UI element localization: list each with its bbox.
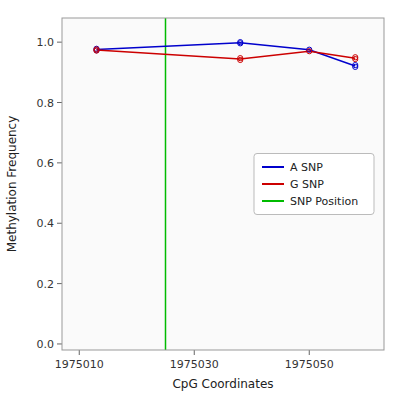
x-tick-label: 1975030 <box>170 358 219 371</box>
x-tick-label: 1975010 <box>55 358 104 371</box>
y-tick <box>57 162 62 163</box>
legend-swatch <box>262 200 284 202</box>
y-tick-label: 1.0 <box>37 36 55 49</box>
data-point <box>307 49 312 54</box>
chart: 1975010 1975030 1975050 0.0 0.2 0.4 0.6 0.8 1.0 C… <box>0 0 400 400</box>
plot-frame <box>62 18 384 350</box>
x-tick <box>79 350 80 355</box>
legend-label: G SNP <box>290 178 324 191</box>
y-tick-label: 0.2 <box>37 278 55 291</box>
y-axis-label: Methylation Frequency <box>5 116 19 253</box>
x-tick-label: 1975050 <box>285 358 334 371</box>
x-tick <box>194 350 195 355</box>
data-point <box>353 64 358 69</box>
y-tick-label: 0.4 <box>37 217 55 230</box>
x-tick <box>309 350 310 355</box>
legend-label: SNP Position <box>290 195 358 208</box>
x-axis-label: CpG Coordinates <box>172 377 273 391</box>
plot-area <box>62 18 384 350</box>
series-line <box>97 43 356 66</box>
y-tick <box>57 42 62 43</box>
y-tick <box>57 283 62 284</box>
data-layer <box>94 18 358 350</box>
legend-swatch <box>262 183 284 185</box>
y-tick <box>57 223 62 224</box>
legend-box <box>254 154 374 215</box>
data-point <box>94 48 99 53</box>
y-tick-label: 0.6 <box>37 157 55 170</box>
y-tick-label: 0.8 <box>37 97 55 110</box>
y-tick-label: 0.0 <box>37 338 55 351</box>
snp-position-line <box>165 18 167 350</box>
y-tick <box>57 343 62 344</box>
series-line <box>97 50 356 59</box>
data-point <box>238 41 243 46</box>
legend-label: A SNP <box>290 161 323 174</box>
data-point <box>353 56 358 61</box>
data-point <box>238 57 243 62</box>
legend-swatch <box>262 166 284 168</box>
legend: A SNP G SNP SNP Position <box>254 154 374 215</box>
y-tick <box>57 102 62 103</box>
data-point <box>94 48 99 53</box>
